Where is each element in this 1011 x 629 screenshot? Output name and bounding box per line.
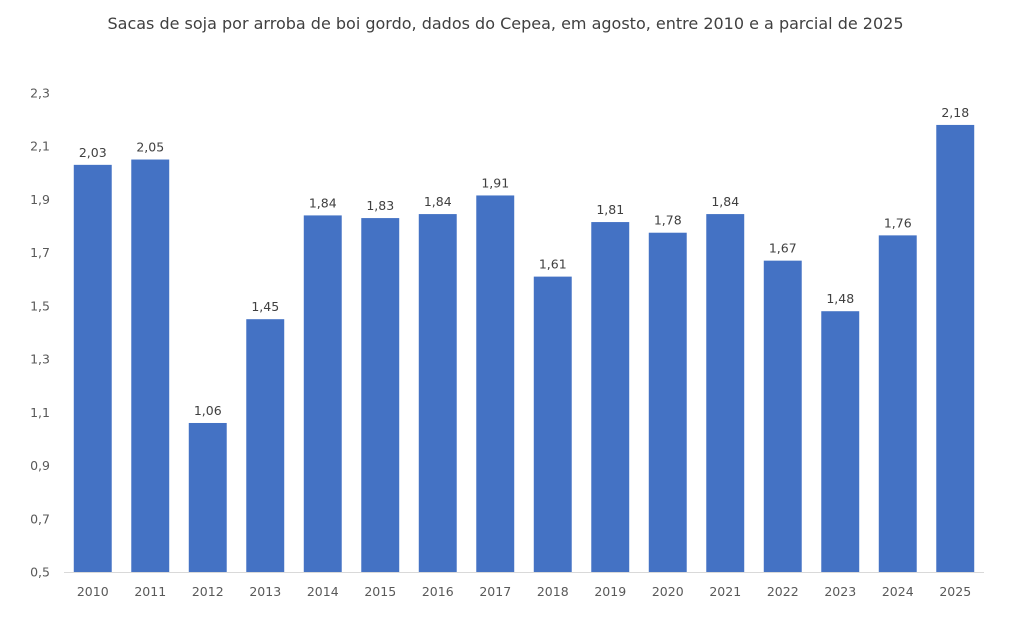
bar (533, 276, 572, 572)
data-label: 1,84 (424, 194, 452, 209)
x-tick-label: 2012 (192, 584, 224, 599)
y-tick-label: 1,1 (30, 405, 50, 420)
data-label: 2,18 (941, 105, 969, 120)
data-label: 2,03 (79, 145, 107, 160)
y-tick-label: 1,3 (30, 352, 50, 367)
bar (648, 232, 687, 573)
bar (73, 164, 112, 572)
x-tick-label: 2022 (767, 584, 799, 599)
data-label: 1,84 (309, 195, 337, 210)
bar (878, 235, 917, 572)
x-tick-label: 2011 (134, 584, 166, 599)
x-tick-label: 2024 (882, 584, 914, 599)
y-tick-label: 2,3 (30, 86, 50, 101)
x-tick-label: 2023 (824, 584, 856, 599)
x-tick-label: 2013 (249, 584, 281, 599)
y-tick-label: 2,1 (30, 139, 50, 154)
data-label: 1,83 (366, 198, 394, 213)
bar (418, 214, 457, 572)
data-label: 1,78 (654, 213, 682, 228)
x-tick-label: 2017 (479, 584, 511, 599)
data-label: 1,91 (481, 175, 509, 190)
data-label: 1,61 (539, 257, 567, 272)
bar (763, 260, 802, 572)
x-tick-label: 2025 (939, 584, 971, 599)
bar (188, 422, 227, 572)
bar (361, 218, 400, 573)
x-tick-label: 2020 (652, 584, 684, 599)
y-tick-label: 1,9 (30, 192, 50, 207)
data-label: 1,76 (884, 215, 912, 230)
data-label: 1,06 (194, 403, 222, 418)
y-tick-label: 0,7 (30, 511, 50, 526)
data-label: 1,48 (826, 291, 854, 306)
x-tick-label: 2019 (594, 584, 626, 599)
chart-title: Sacas de soja por arroba de boi gordo, d… (107, 14, 904, 33)
bar (131, 159, 170, 572)
x-tick-label: 2016 (422, 584, 454, 599)
y-tick-label: 0,9 (30, 458, 50, 473)
bar (821, 311, 860, 572)
x-tick-label: 2021 (709, 584, 741, 599)
bar (303, 215, 342, 572)
y-tick-label: 1,7 (30, 245, 50, 260)
data-label: 2,05 (136, 140, 164, 155)
x-tick-label: 2018 (537, 584, 569, 599)
y-tick-label: 0,5 (30, 565, 50, 580)
data-label: 1,45 (251, 299, 279, 314)
data-label: 1,67 (769, 241, 797, 256)
bar (706, 214, 745, 572)
x-tick-label: 2014 (307, 584, 339, 599)
bar (476, 195, 515, 573)
bar (591, 222, 630, 572)
x-tick-label: 2015 (364, 584, 396, 599)
y-tick-label: 1,5 (30, 298, 50, 313)
data-label: 1,81 (596, 202, 624, 217)
bar (246, 319, 285, 572)
x-tick-label: 2010 (77, 584, 109, 599)
bar (936, 124, 975, 572)
data-label: 1,84 (711, 194, 739, 209)
